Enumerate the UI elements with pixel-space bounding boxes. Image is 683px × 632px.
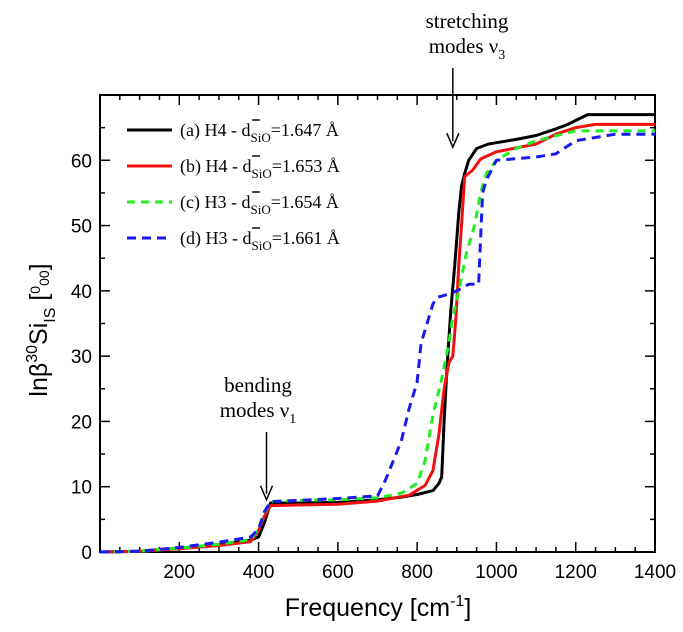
y-tick-label: 40 xyxy=(71,282,92,303)
annotation-line-1: stretching xyxy=(426,9,509,33)
axis-ticks: 200 400 600 800 1000 1200 1400 0 10 20 30 40 50 60 xyxy=(71,95,676,583)
y-axis-label-pre: lnβ xyxy=(25,363,53,397)
y-axis-label-unit-open: [ xyxy=(25,294,53,308)
y-tick-label: 0 xyxy=(81,543,92,564)
y-axis-label-sup: 30 xyxy=(24,345,41,363)
legend-label-2: (b) H4 - dSiO=1.653 Å xyxy=(180,156,340,181)
x-tick-label: 800 xyxy=(401,562,433,583)
series-line-4 xyxy=(99,132,655,554)
annotation-line-1: bending xyxy=(224,373,292,397)
legend-label-sub: SiO xyxy=(250,130,270,145)
x-tick-label: 200 xyxy=(163,562,195,583)
legend-label-name: (d) H3 - d xyxy=(180,228,251,249)
series-layer xyxy=(99,113,655,554)
y-axis-label-unit-num: 0 xyxy=(27,286,43,294)
legend-label-name: (c) H3 - d xyxy=(180,192,250,213)
y-axis-label-mid: Si xyxy=(25,323,53,345)
annotation-line-2: modes ν3 xyxy=(429,34,506,63)
legend-label-name: (b) H4 - d xyxy=(180,156,251,177)
legend-label-3: (c) H3 - dSiO=1.654 Å xyxy=(180,192,339,217)
series-line-1 xyxy=(99,113,655,554)
x-axis-label-sup: -1 xyxy=(450,593,464,610)
legend-label-sub: SiO xyxy=(251,238,271,253)
annotation-line-2: modes ν1 xyxy=(220,398,297,427)
annotation-arrow-head xyxy=(446,132,460,150)
legend-label-name: (a) H4 - d xyxy=(180,120,250,141)
y-axis-label-sub: IS xyxy=(42,308,59,323)
legend-label-value: =1.654 Å xyxy=(271,192,339,212)
legend-label-value: =1.647 Å xyxy=(271,120,339,140)
y-tick-label: 10 xyxy=(71,478,92,499)
legend-label-sub: SiO xyxy=(251,166,271,181)
x-tick-label: 1400 xyxy=(634,562,676,583)
x-tick-label: 600 xyxy=(322,562,354,583)
legend-label-value: =1.653 Å xyxy=(272,156,340,176)
y-tick-label: 60 xyxy=(71,151,92,172)
x-tick-label: 400 xyxy=(243,562,275,583)
legend-label-4: (d) H3 - dSiO=1.661 Å xyxy=(180,228,340,253)
annotation-sub: 3 xyxy=(498,48,505,63)
x-axis-label-end: ] xyxy=(464,594,471,622)
legend-label-sub: SiO xyxy=(250,202,270,217)
x-axis-label: Frequency [cm-1] xyxy=(285,593,472,622)
legend-label-value: =1.661 Å xyxy=(272,228,340,248)
annotation-text: modes ν xyxy=(429,34,499,58)
x-axis-label-main: Frequency [cm xyxy=(285,594,450,622)
y-axis-label-unit-den: 00 xyxy=(36,270,52,286)
y-axis-label-unit-close: ] xyxy=(25,263,53,270)
legend-label-1: (a) H4 - dSiO=1.647 Å xyxy=(180,120,339,145)
series-line-2 xyxy=(99,122,655,554)
y-axis-label: lnβ30SiIS [000] xyxy=(24,263,59,396)
annotation-arrow-head xyxy=(259,485,274,502)
y-tick-label: 50 xyxy=(71,217,92,238)
y-tick-label: 30 xyxy=(71,347,92,368)
x-tick-label: 1200 xyxy=(555,562,597,583)
legend: (a) H4 - dSiO=1.647 Å(b) H4 - dSiO=1.653… xyxy=(127,119,340,253)
x-tick-label: 1000 xyxy=(475,562,517,583)
y-tick-label: 20 xyxy=(71,412,92,433)
annotation-text: modes ν xyxy=(220,398,290,422)
annotation-sub: 1 xyxy=(289,412,296,427)
